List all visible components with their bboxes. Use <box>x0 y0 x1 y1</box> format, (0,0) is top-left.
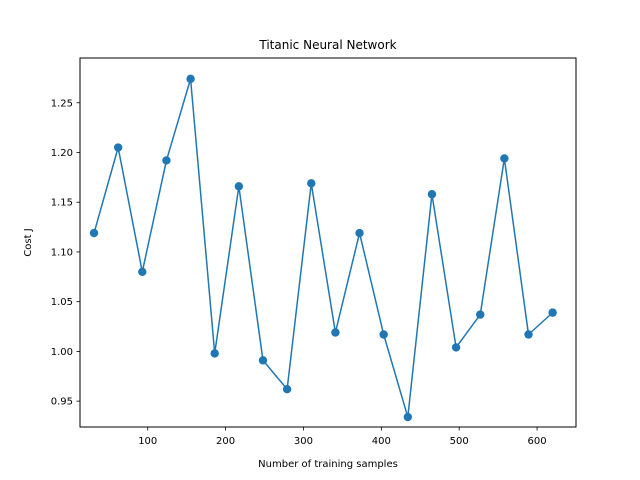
data-point <box>379 330 388 339</box>
y-axis: 0.95 1.00 1.05 1.10 1.15 1.20 1.25 <box>51 98 80 408</box>
data-point <box>89 228 99 238</box>
y-axis-label: Cost J <box>23 228 34 256</box>
x-tick-label: 500 <box>450 436 469 447</box>
data-point <box>186 74 195 84</box>
data-point <box>138 267 147 277</box>
data-point <box>451 343 461 352</box>
plot-frame <box>79 57 577 428</box>
x-tick-label: 400 <box>372 436 391 447</box>
data-point <box>282 385 292 394</box>
x-tick-label: 600 <box>528 436 547 447</box>
y-tick-label: 1.15 <box>51 198 73 209</box>
y-tick-label: 1.20 <box>51 148 73 159</box>
y-tick-label: 1.10 <box>51 247 73 258</box>
data-point <box>524 330 533 339</box>
chart-title: Titanic Neural Network <box>258 38 396 52</box>
data-point <box>307 179 316 188</box>
data-point <box>258 356 268 365</box>
x-tick-label: 300 <box>294 436 313 447</box>
x-axis: 100 200 300 400 500 600 <box>138 427 547 447</box>
y-tick-label: 1.25 <box>51 98 73 109</box>
y-tick-label: 1.00 <box>51 347 73 358</box>
series-layer <box>89 74 557 422</box>
y-tick-label: 1.05 <box>51 297 73 308</box>
x-tick-label: 100 <box>138 436 157 447</box>
data-point <box>500 154 509 163</box>
series-line <box>93 78 554 418</box>
data-point <box>548 308 557 317</box>
data-point <box>113 143 123 152</box>
data-point <box>355 228 364 238</box>
data-point <box>162 156 171 165</box>
x-axis-label: Number of training samples <box>258 459 398 470</box>
x-tick-label: 200 <box>216 436 235 447</box>
data-point <box>210 349 219 358</box>
y-tick-label: 0.95 <box>51 397 73 408</box>
data-point <box>476 310 485 319</box>
data-point <box>331 328 340 337</box>
data-point <box>427 190 437 199</box>
data-point <box>403 412 413 422</box>
data-point <box>234 182 244 191</box>
